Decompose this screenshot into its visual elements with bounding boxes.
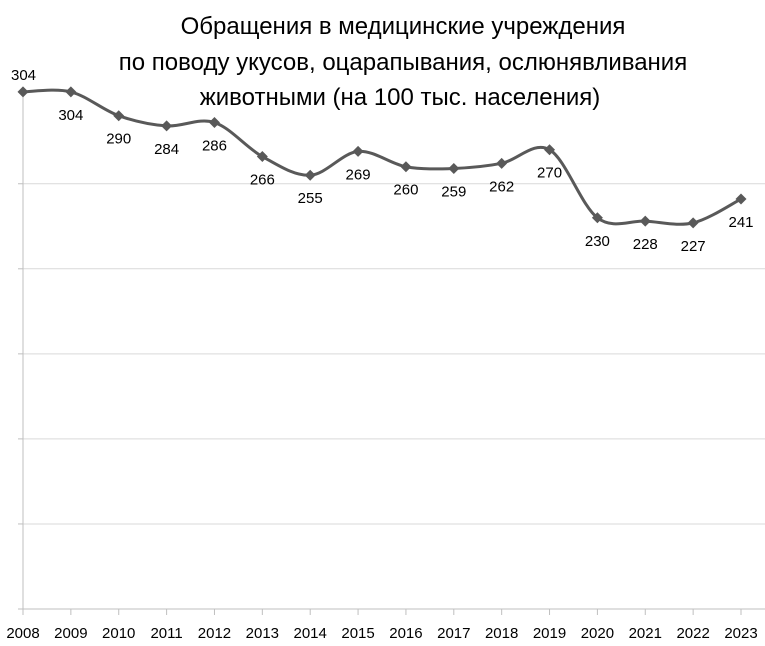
series-line — [22, 88, 742, 226]
data-point-2022 — [687, 217, 699, 229]
data-point-2008 — [17, 86, 29, 98]
data-point-2019 — [544, 144, 556, 156]
data-labels: 304 304 290 284 286 266 255 269 260 259 262 270 230 2… — [11, 67, 754, 255]
data-label-2014: 255 — [298, 190, 323, 207]
x-tick-label-2015: 2015 — [341, 625, 374, 642]
data-point-2010 — [113, 110, 125, 122]
chart-title-line-1: Обращения в медицинские учреждения — [181, 13, 626, 40]
x-axis-tick-labels: 2008 2009 2010 2011 2012 2013 2014 2015 2016 2017… — [6, 625, 757, 642]
data-label-2018: 262 — [489, 178, 514, 195]
data-label-2016: 260 — [393, 182, 418, 199]
x-tick-label-2013: 2013 — [246, 625, 279, 642]
data-point-2017 — [448, 162, 460, 174]
data-label-2008: 304 — [11, 67, 36, 84]
data-label-2011: 284 — [154, 141, 179, 158]
x-tick-label-2019: 2019 — [533, 625, 566, 642]
data-label-2017: 259 — [441, 183, 466, 200]
data-label-2012: 286 — [202, 138, 227, 155]
data-label-2010: 290 — [106, 131, 131, 148]
gridlines — [23, 183, 765, 525]
x-tick-label-2008: 2008 — [6, 625, 39, 642]
data-point-2020 — [591, 212, 603, 224]
chart-title: Обращения в медицинские учреждения по по… — [119, 13, 687, 111]
x-tick-label-2021: 2021 — [629, 625, 662, 642]
x-tick-label-2010: 2010 — [102, 625, 135, 642]
data-label-2022: 227 — [681, 238, 706, 255]
data-point-2015 — [352, 145, 364, 157]
data-label-2009: 304 — [58, 107, 83, 124]
data-point-2011 — [161, 120, 173, 132]
axes — [18, 90, 765, 610]
x-tick-label-2023: 2023 — [724, 625, 757, 642]
data-point-2016 — [400, 161, 412, 173]
data-point-2009 — [65, 86, 77, 98]
chart-title-line-2: по поводу укусов, оцарапывания, ослюнявл… — [119, 49, 687, 76]
data-label-2021: 228 — [633, 236, 658, 253]
x-axis-ticks — [22, 609, 742, 615]
data-label-2019: 270 — [537, 165, 562, 182]
data-point-2023 — [735, 193, 747, 205]
x-tick-label-2017: 2017 — [437, 625, 470, 642]
data-label-2023: 241 — [728, 214, 753, 231]
x-tick-label-2018: 2018 — [485, 625, 518, 642]
x-tick-label-2020: 2020 — [581, 625, 614, 642]
data-point-2018 — [496, 157, 508, 169]
x-tick-label-2022: 2022 — [676, 625, 709, 642]
x-tick-label-2012: 2012 — [198, 625, 231, 642]
x-tick-label-2011: 2011 — [150, 625, 182, 642]
data-point-2021 — [639, 215, 651, 227]
data-label-2015: 269 — [346, 166, 371, 183]
data-point-2014 — [304, 169, 316, 181]
data-markers — [17, 86, 747, 229]
x-tick-label-2009: 2009 — [54, 625, 87, 642]
data-point-2012 — [208, 117, 220, 129]
data-label-2020: 230 — [585, 233, 610, 250]
data-point-2013 — [256, 151, 268, 163]
x-tick-label-2014: 2014 — [294, 625, 327, 642]
chart-title-line-3: животными (на 100 тыс. населения) — [200, 84, 601, 111]
data-label-2013: 266 — [250, 172, 275, 189]
x-tick-label-2016: 2016 — [389, 625, 422, 642]
